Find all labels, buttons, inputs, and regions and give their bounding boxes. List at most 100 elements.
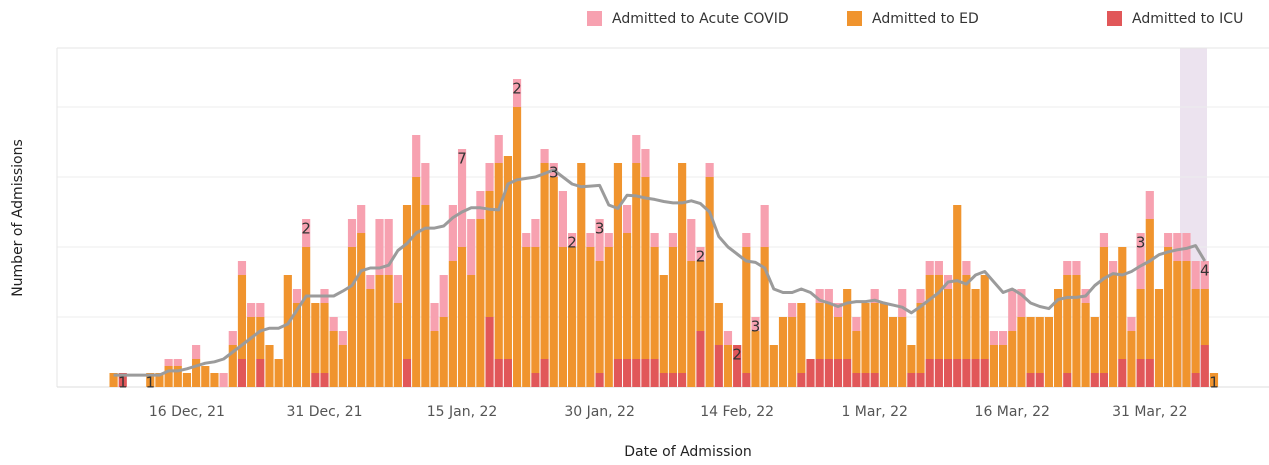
bar-segment — [989, 345, 998, 387]
bar-segment — [173, 366, 182, 387]
bar-segment — [815, 359, 824, 387]
bar-segment — [678, 163, 687, 373]
bar-segment — [558, 191, 567, 247]
bar-segment — [476, 191, 485, 219]
bar-segment — [1017, 289, 1026, 317]
bar-segment — [457, 247, 467, 387]
bar-segment — [1209, 373, 1219, 387]
bar-segment — [448, 205, 457, 261]
bar-segment — [283, 275, 292, 387]
bar-segment — [623, 359, 632, 387]
bar-segment — [155, 373, 164, 387]
bar-segment — [1145, 191, 1154, 219]
bar-segment — [366, 275, 375, 289]
bar-segment — [925, 359, 934, 387]
bar-segment — [714, 345, 723, 387]
bar-segment — [485, 317, 494, 387]
bar-segment — [412, 135, 421, 177]
bar-label: 1 — [118, 374, 128, 392]
x-tick-label: 30 Jan, 22 — [564, 404, 635, 420]
bar-segment — [430, 331, 439, 387]
bar-segment — [650, 233, 659, 247]
bar-segment — [1191, 289, 1200, 373]
bar-segment — [925, 275, 934, 359]
bar-segment — [632, 359, 641, 387]
bar-segment — [687, 261, 696, 387]
bar-segment — [1200, 261, 1209, 289]
bar-segment — [962, 275, 971, 359]
bar-segment — [1164, 247, 1173, 387]
bar-segment — [366, 289, 375, 387]
bar-segment — [898, 289, 907, 317]
bar-segment — [512, 107, 522, 387]
bar-segment — [604, 247, 613, 387]
bar-segment — [1026, 317, 1035, 373]
bar-segment — [512, 79, 522, 107]
bar-segment — [393, 275, 402, 303]
bar-segment — [971, 359, 980, 387]
bar-segment — [925, 261, 934, 275]
bar-segment — [843, 359, 852, 387]
bar-segment — [568, 233, 577, 247]
bar-segment — [1164, 233, 1173, 247]
bar-label: 1 — [145, 374, 155, 392]
bar-segment — [1063, 261, 1072, 275]
y-axis-label: Number of Admissions — [10, 139, 26, 297]
bar-segment — [870, 289, 879, 303]
bar-segment — [861, 303, 870, 373]
bar-segment — [393, 303, 402, 387]
bar-segment — [833, 303, 843, 317]
bar-segment — [806, 359, 815, 387]
bar-segment — [522, 233, 531, 247]
legend-label: Admitted to Acute COVID — [612, 11, 789, 27]
bar-label: 2 — [301, 220, 311, 238]
bar-segment — [430, 303, 439, 331]
bar-segment — [632, 135, 641, 163]
bar-segment — [797, 303, 806, 373]
bar-segment — [815, 289, 824, 303]
bar-segment — [1081, 303, 1090, 387]
bar-segment — [742, 233, 751, 247]
bar-segment — [531, 219, 540, 247]
bar-label: 3 — [595, 220, 605, 238]
bar-segment — [256, 303, 265, 317]
bar-segment — [916, 289, 925, 303]
bar-segment — [338, 331, 347, 345]
bar-segment — [577, 163, 586, 387]
bar-segment — [714, 303, 723, 345]
bar-segment — [421, 163, 430, 205]
bar-segment — [687, 219, 696, 261]
bar-segment — [815, 303, 824, 359]
bar-segment — [412, 177, 421, 387]
bar-segment — [705, 163, 714, 177]
bar-segment — [1090, 373, 1099, 387]
bar-segment — [843, 289, 852, 359]
bar-segment — [421, 205, 430, 387]
bar-segment — [668, 373, 678, 387]
bar-segment — [870, 373, 879, 387]
bar-segment — [274, 359, 283, 387]
bar-segment — [833, 317, 843, 359]
bar-segment — [210, 373, 219, 387]
legend-swatch — [1107, 11, 1122, 26]
bar-segment — [1044, 317, 1054, 387]
bar-segment — [329, 331, 338, 387]
bar-label: 3 — [549, 164, 559, 182]
bar-segment — [705, 177, 714, 387]
bar-segment — [1145, 219, 1154, 359]
bar-segment — [1191, 373, 1200, 387]
bar-segment — [641, 177, 650, 359]
bar-segment — [943, 289, 953, 359]
x-tick-label: 16 Dec, 21 — [149, 404, 225, 420]
bar-segment — [696, 331, 705, 387]
bar-segment — [1017, 317, 1026, 387]
bar-segment — [1035, 373, 1044, 387]
legend-swatch — [587, 11, 602, 26]
bar-segment — [852, 373, 861, 387]
bar-segment — [1182, 261, 1191, 387]
bar-segment — [448, 261, 457, 387]
bar-segment — [485, 163, 494, 191]
bar-segment — [760, 205, 769, 247]
bar-segment — [678, 373, 687, 387]
